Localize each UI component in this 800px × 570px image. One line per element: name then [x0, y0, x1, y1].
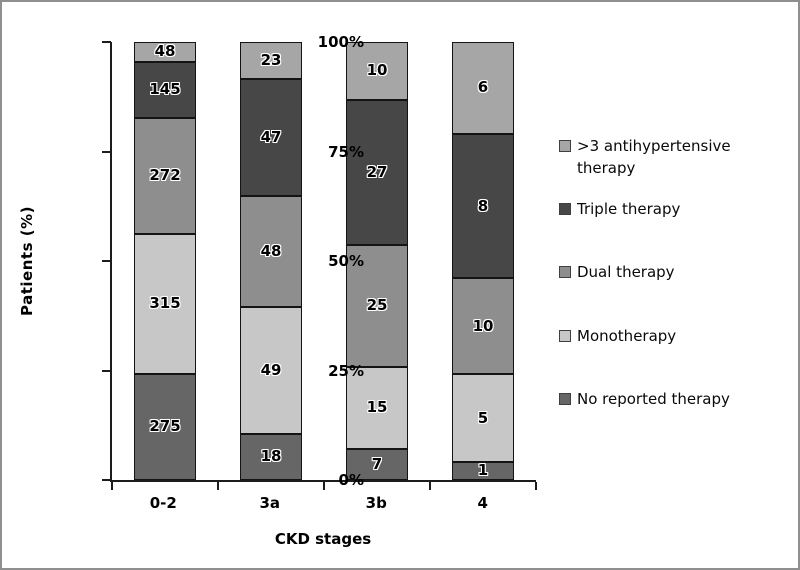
x-category-label: 4: [477, 494, 488, 512]
y-tick-mark: [102, 479, 111, 481]
bar-segment: 18: [240, 433, 302, 480]
bar-segment-label: 7: [371, 454, 383, 473]
bar-segment-label: 25: [366, 296, 388, 315]
y-tick-label: 0%: [338, 471, 364, 489]
bar-segment-label: 275: [149, 417, 181, 436]
plot-area: 48 145 272 315 275 23 47 48 49 18 10 27 25 15 7 6 8 10 5 1: [102, 41, 537, 490]
bar-segment: 275: [134, 373, 196, 480]
bar-segment: 272: [134, 117, 196, 234]
bar-segment-label: 27: [366, 162, 388, 181]
x-tick-mark: [323, 482, 325, 490]
bar-segment: 6: [452, 42, 514, 134]
legend-key-swatch: [559, 393, 571, 405]
x-tick-mark: [217, 482, 219, 490]
bar-segment: 27: [346, 99, 408, 245]
y-tick-label: 25%: [328, 361, 364, 380]
bar-column-3b: 10 27 25 15 7: [324, 42, 430, 480]
bar-column-4: 6 8 10 5 1: [430, 42, 536, 480]
x-axis-category-labels: 0-2 3a 3b 4: [110, 494, 536, 512]
bar-segment: 48: [134, 42, 196, 62]
bar-segment: 315: [134, 233, 196, 374]
bar-segment-label: 5: [477, 408, 489, 427]
bar-segment-label: 8: [477, 196, 489, 215]
legend-item-label: Monotherapy: [577, 327, 677, 345]
y-tick-mark: [102, 260, 111, 262]
x-tick-mark: [111, 482, 113, 490]
x-tick-mark: [535, 482, 537, 490]
bar-segment-label: 15: [366, 398, 388, 417]
y-axis-title: Patients (%): [18, 206, 36, 316]
bar-segment: 48: [240, 196, 302, 307]
bar-segment-label: 48: [260, 242, 282, 261]
stacked-bar: 6 8 10 5 1: [452, 42, 514, 480]
bar-segment-label: 6: [477, 78, 489, 97]
bar-segment: 23: [240, 42, 302, 80]
bar-segment: 145: [134, 61, 196, 118]
bar-segment-label: 10: [472, 316, 494, 335]
bar-segment: 49: [240, 306, 302, 434]
bar-segment: 5: [452, 373, 514, 463]
bar-column-3a: 23 47 48 49 18: [218, 42, 324, 480]
legend-item: Monotherapy: [559, 325, 676, 347]
y-tick-label: 100%: [317, 33, 364, 51]
bar-segment: 8: [452, 133, 514, 279]
legend-item-label: Triple therapy: [577, 200, 681, 218]
stacked-bar: 10 27 25 15 7: [346, 42, 408, 480]
legend-item: Triple therapy: [559, 198, 680, 220]
bar-segment: 10: [346, 42, 408, 100]
legend-key-swatch: [559, 140, 571, 152]
y-tick-mark: [102, 41, 111, 43]
bar-segment: 15: [346, 366, 408, 449]
bar-segment: 25: [346, 244, 408, 367]
legend-item-label: No reported therapy: [577, 390, 730, 408]
bar-segment-label: 18: [260, 447, 282, 466]
y-tick-mark: [102, 369, 111, 372]
bar-segment-label: 145: [149, 80, 181, 99]
bar-segment-label: 49: [260, 360, 282, 379]
bar-column-0-2: 48 145 272 315 275: [112, 42, 218, 480]
legend-item: Dual therapy: [559, 261, 675, 283]
legend-key-swatch: [559, 330, 571, 342]
x-axis-title: CKD stages: [274, 530, 372, 548]
bar-segment-label: 47: [260, 128, 282, 147]
bar-segment-label: 315: [149, 294, 181, 313]
stacked-bar: 23 47 48 49 18: [240, 42, 302, 480]
legend-key-swatch: [559, 203, 571, 215]
bar-segment: 1: [452, 462, 514, 480]
legend-item-label: Dual therapy: [577, 263, 675, 281]
legend-item: >3 antihypertensive therapy: [559, 135, 782, 179]
bar-segment-label: 48: [154, 42, 176, 61]
bar-segment-label: 272: [149, 166, 181, 185]
legend-key-swatch: [559, 266, 571, 278]
bar-segment: 47: [240, 79, 302, 197]
bar-segment-label: 10: [366, 61, 388, 80]
y-tick-label: 50%: [328, 252, 364, 270]
x-category-label: 0-2: [149, 494, 177, 512]
bar-segment: 10: [452, 278, 514, 374]
bar-segment: 7: [346, 448, 408, 480]
x-category-label: 3a: [259, 494, 281, 512]
bar-segment-label: 1: [477, 462, 489, 480]
x-category-label: 3b: [365, 494, 387, 512]
y-tick-mark: [102, 150, 111, 153]
legend-item-label: >3 antihypertensive therapy: [577, 137, 731, 177]
bars-container: 48 145 272 315 275 23 47 48 49 18 10 27 25 15 7 6 8 10 5 1: [112, 42, 536, 480]
stacked-bar: 48 145 272 315 275: [134, 42, 196, 480]
y-tick-label: 75%: [328, 142, 364, 161]
bar-segment-label: 23: [260, 51, 282, 70]
x-tick-mark: [429, 482, 431, 490]
legend-item: No reported therapy: [559, 388, 730, 410]
